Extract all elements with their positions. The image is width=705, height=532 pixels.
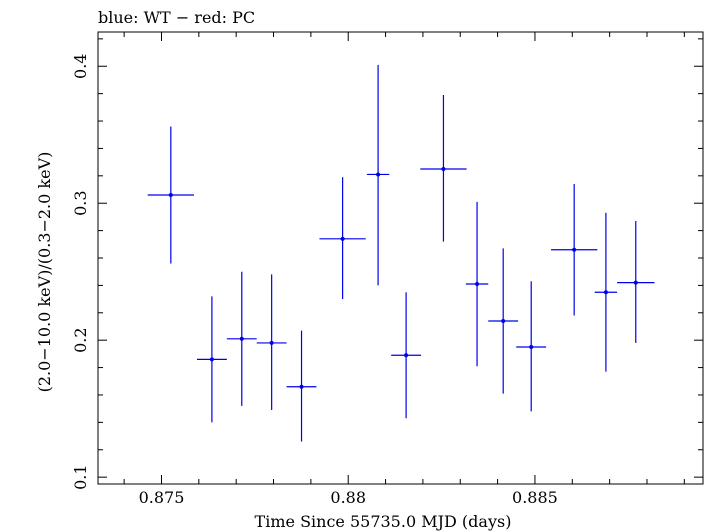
data-point (516, 281, 547, 412)
point-marker (209, 357, 214, 362)
chart-title: blue: WT − red: PC (98, 8, 255, 27)
point-marker (404, 353, 409, 358)
data-point (226, 271, 257, 406)
data-points (147, 64, 655, 442)
data-point (551, 184, 598, 316)
axis-ticks: 0.875 0.88 0.885 0.1 0.2 0.3 0.4 (71, 32, 703, 507)
y-tick-label: 0.2 (71, 327, 90, 352)
data-point (196, 296, 227, 423)
data-point (286, 330, 317, 442)
point-marker (376, 172, 381, 177)
point-marker (299, 384, 304, 389)
point-marker (529, 345, 534, 350)
data-point (319, 177, 366, 300)
x-tick-label: 0.88 (330, 488, 366, 507)
data-point (391, 292, 422, 419)
point-marker (633, 280, 638, 285)
point-marker (239, 336, 244, 341)
data-point (488, 248, 519, 394)
data-point (617, 221, 655, 343)
point-marker (441, 166, 446, 171)
x-tick-label: 0.875 (139, 488, 185, 507)
point-marker (475, 282, 480, 287)
y-tick-label: 0.4 (71, 54, 90, 79)
data-point (256, 274, 287, 411)
point-marker (269, 340, 274, 345)
x-tick-label: 0.885 (512, 488, 558, 507)
data-point (420, 95, 467, 242)
point-marker (168, 192, 173, 197)
point-marker (572, 247, 577, 252)
point-marker (603, 290, 608, 295)
point-marker (501, 319, 506, 324)
y-axis-label: (2.0−10.0 keV)/(0.3−2.0 keV) (35, 152, 54, 393)
y-tick-label: 0.1 (71, 464, 90, 489)
data-point (465, 201, 489, 367)
plot-frame (97, 31, 704, 485)
data-point (366, 64, 390, 286)
x-axis-label: Time Since 55735.0 MJD (days) (255, 512, 512, 531)
y-tick-label: 0.3 (71, 190, 90, 215)
data-point (147, 126, 194, 264)
point-marker (340, 236, 345, 241)
data-point (594, 212, 618, 372)
